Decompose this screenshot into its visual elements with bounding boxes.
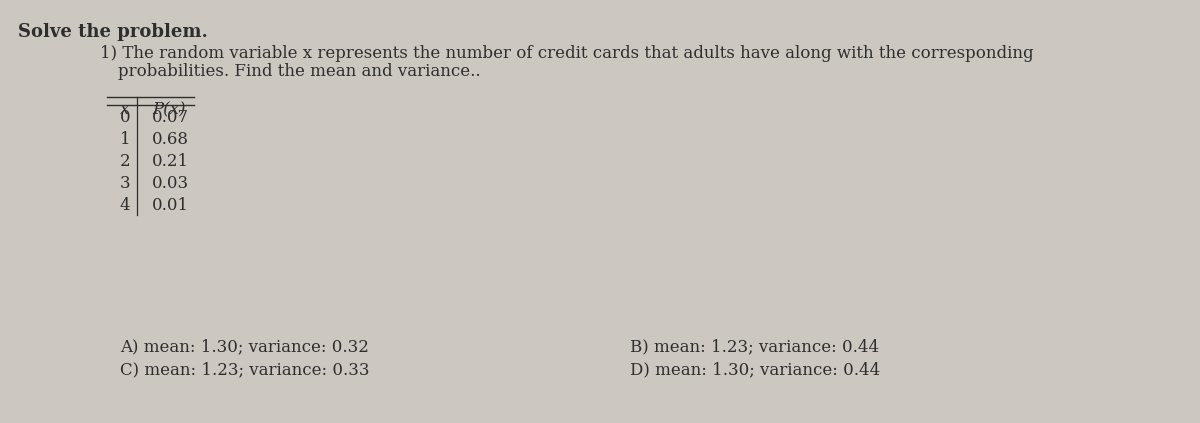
Text: 0.21: 0.21 — [152, 153, 190, 170]
Text: 1: 1 — [120, 131, 131, 148]
Text: 0.07: 0.07 — [152, 109, 190, 126]
Text: 0.01: 0.01 — [152, 197, 190, 214]
Text: 0.03: 0.03 — [152, 175, 190, 192]
Text: 2: 2 — [120, 153, 131, 170]
Text: 0: 0 — [120, 109, 131, 126]
Text: x: x — [120, 101, 130, 118]
Text: A) mean: 1.30; variance: 0.32: A) mean: 1.30; variance: 0.32 — [120, 338, 368, 355]
Text: D) mean: 1.30; variance: 0.44: D) mean: 1.30; variance: 0.44 — [630, 361, 881, 378]
Text: P(x): P(x) — [152, 101, 186, 118]
Text: 3: 3 — [120, 175, 131, 192]
Text: C) mean: 1.23; variance: 0.33: C) mean: 1.23; variance: 0.33 — [120, 361, 370, 378]
Text: probabilities. Find the mean and variance..: probabilities. Find the mean and varianc… — [118, 63, 481, 80]
Text: Solve the problem.: Solve the problem. — [18, 23, 208, 41]
Text: 1) The random variable x represents the number of credit cards that adults have : 1) The random variable x represents the … — [100, 45, 1033, 62]
Text: 4: 4 — [120, 197, 131, 214]
Text: 0.68: 0.68 — [152, 131, 190, 148]
Text: B) mean: 1.23; variance: 0.44: B) mean: 1.23; variance: 0.44 — [630, 338, 880, 355]
